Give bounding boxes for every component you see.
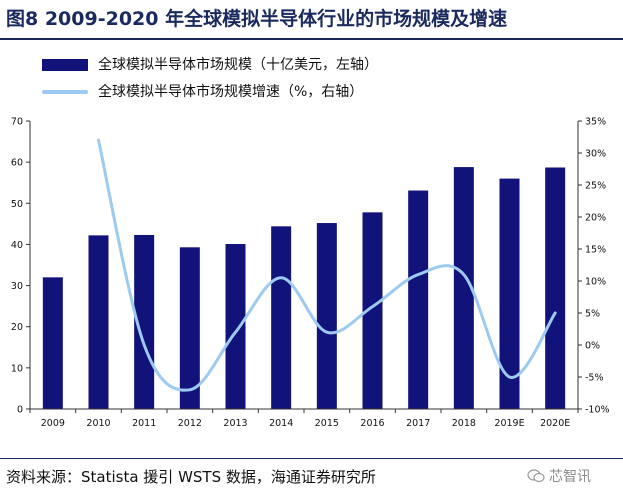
legend-swatch-line [42,90,88,94]
y-left-tick-label-0: 0 [17,405,23,416]
wechat-icon [527,469,545,483]
bar-2018 [453,167,474,409]
y-left-tick-label-70: 70 [11,117,23,128]
bar-2012 [179,247,200,409]
y-right-tick-label-10: 10% [585,277,606,288]
source-note: 资料来源：Statista 援引 WSTS 数据，海通证券研究所 [6,468,376,486]
bar-2009 [42,277,63,409]
bar-2014 [271,226,292,409]
bar-2019E [499,178,520,409]
x-tick-label-2013: 2013 [223,418,247,429]
legend-swatch-bar [42,59,88,71]
legend-item-line: 全球模拟半导体市场规模增速（%，右轴） [42,81,562,103]
y-right-tick-label-20: 20% [585,213,606,224]
bar-2020E [545,167,566,409]
y-left-tick-label-50: 50 [11,199,23,210]
growth-line [97,138,557,392]
y-left-tick-label-60: 60 [11,158,23,169]
x-tick-label-2014: 2014 [269,418,293,429]
y-right-tick-label-15: 15% [585,245,606,256]
x-tick-label-2020E: 2020E [540,418,570,429]
footer-divider [0,458,623,459]
x-tick-label-2018: 2018 [452,418,476,429]
y-left-tick-label-40: 40 [11,240,23,251]
x-tick-label-2019E: 2019E [494,418,524,429]
title-divider [0,38,623,40]
bar-2010 [88,235,109,409]
legend-label-bar: 全球模拟半导体市场规模（十亿美元，左轴） [98,57,378,73]
y-right-tick-label-5: 5% [585,309,600,320]
watermark-text: 芯智讯 [549,469,591,485]
y-right-tick-label-0: 0% [585,341,600,352]
x-tick-label-2016: 2016 [360,418,384,429]
chart-plot: 0 10 20 30 40 50 60 70 -10% -5% 0% 5% 10% 15% 20% 25% 30… [11,117,610,430]
y-left-tick-label-20: 20 [11,322,23,333]
y-right-tick-label-35: 35% [585,117,606,128]
bar-2015 [316,223,337,409]
y-right-tick-label--5: -5% [585,373,604,384]
x-tick-label-2011: 2011 [132,418,156,429]
bar-2011 [134,234,155,409]
y-right-tick-label-25: 25% [585,181,606,192]
bar-2016 [362,212,383,409]
chart-title: 图8 2009-2020 年全球模拟半导体行业的市场规模及增速 [6,8,508,30]
x-tick-label-2017: 2017 [406,418,430,429]
x-tick-label-2015: 2015 [315,418,339,429]
bar-2013 [225,244,246,409]
legend-label-line: 全球模拟半导体市场规模增速（%，右轴） [98,84,364,100]
x-tick-label-2009: 2009 [41,418,65,429]
watermark: 芯智讯 [527,464,591,490]
x-tick-label-2010: 2010 [86,418,110,429]
y-left-tick-label-30: 30 [11,281,23,292]
y-left-tick-label-10: 10 [11,363,23,374]
bar-2017 [408,190,429,409]
y-right-tick-label-30: 30% [585,149,606,160]
legend-item-bar: 全球模拟半导体市场规模（十亿美元，左轴） [42,54,562,76]
x-tick-label-2012: 2012 [178,418,202,429]
y-right-tick-label--10: -10% [585,405,610,416]
